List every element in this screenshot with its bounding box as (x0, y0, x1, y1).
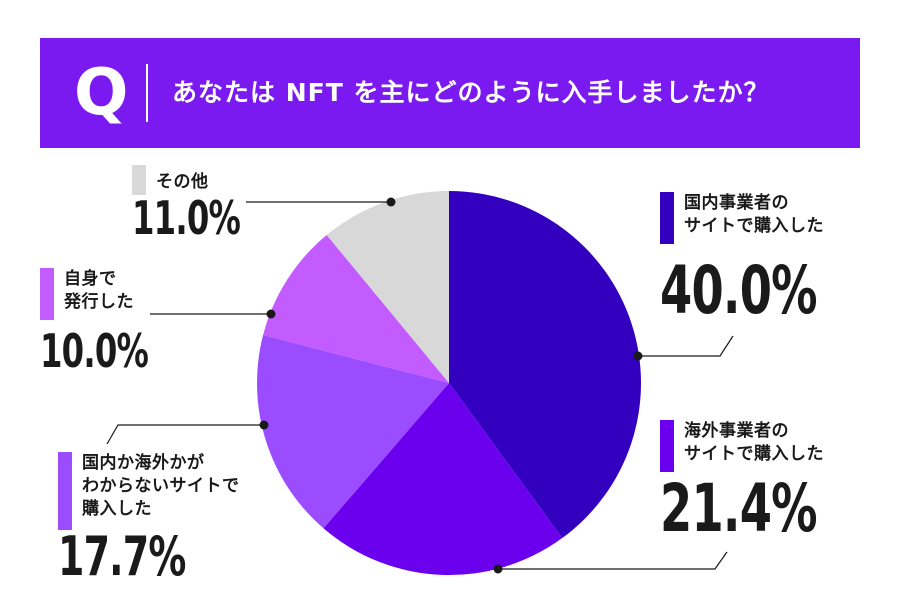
slice-label-line: サイトで購入した (684, 444, 824, 464)
pie-slice-4 (263, 234, 449, 383)
legend-swatch-3 (58, 452, 72, 530)
slice-label-2: 海外事業者のサイトで購入した (684, 420, 824, 466)
slice-label-line: 発行した (64, 292, 134, 312)
leader-line-3 (106, 424, 264, 445)
leader-dot-1 (633, 351, 643, 361)
pie-slice-3 (257, 335, 449, 529)
slice-label-line: 海外事業者の (684, 421, 789, 441)
question-text: あなたは NFT を主にどのように入手しましたか？ (172, 78, 770, 107)
question-letter: Q (74, 56, 129, 130)
slice-value-1: 40.0% (660, 252, 818, 329)
slice-label-line: わからないサイトで (82, 476, 240, 496)
slice-label-line: 国内事業者の (684, 193, 789, 213)
slice-label-4: 自身で 発行した (64, 268, 134, 314)
slice-label-line: 国内か海外かが (82, 453, 205, 473)
leader-line-1 (638, 335, 734, 357)
slice-label-line: 購入した (82, 499, 152, 519)
question-banner: Q あなたは NFT を主にどのように入手しましたか？ (40, 38, 860, 148)
pie-slice-5 (326, 191, 449, 383)
slice-value-5: 11.0% (132, 191, 241, 245)
slice-label-line: その他 (156, 172, 209, 192)
legend-swatch-5 (132, 165, 146, 195)
legend-swatch-2 (660, 420, 674, 472)
pie-slice-2 (323, 383, 563, 575)
slice-label-line: サイトで購入した (684, 216, 824, 236)
leader-dot-4 (266, 309, 276, 319)
leader-dot-3 (259, 420, 269, 430)
slice-label-5: その他 (156, 171, 209, 194)
pie-slice-1 (449, 191, 641, 539)
legend-swatch-4 (40, 268, 54, 320)
slice-label-1: 国内事業者のサイトで購入した (684, 192, 824, 238)
slice-label-3: 国内か海外かがわからないサイトで 購入した (82, 452, 240, 521)
leader-dot-2 (493, 564, 503, 574)
slice-value-3: 17.7% (58, 525, 186, 588)
leader-dot-5 (386, 197, 396, 207)
legend-swatch-1 (660, 192, 674, 244)
slice-value-2: 21.4% (660, 470, 818, 547)
slice-label-line: 自身で (64, 269, 117, 289)
question-divider (146, 64, 148, 122)
leader-line-2 (498, 551, 728, 570)
slice-value-4: 10.0% (40, 324, 149, 378)
